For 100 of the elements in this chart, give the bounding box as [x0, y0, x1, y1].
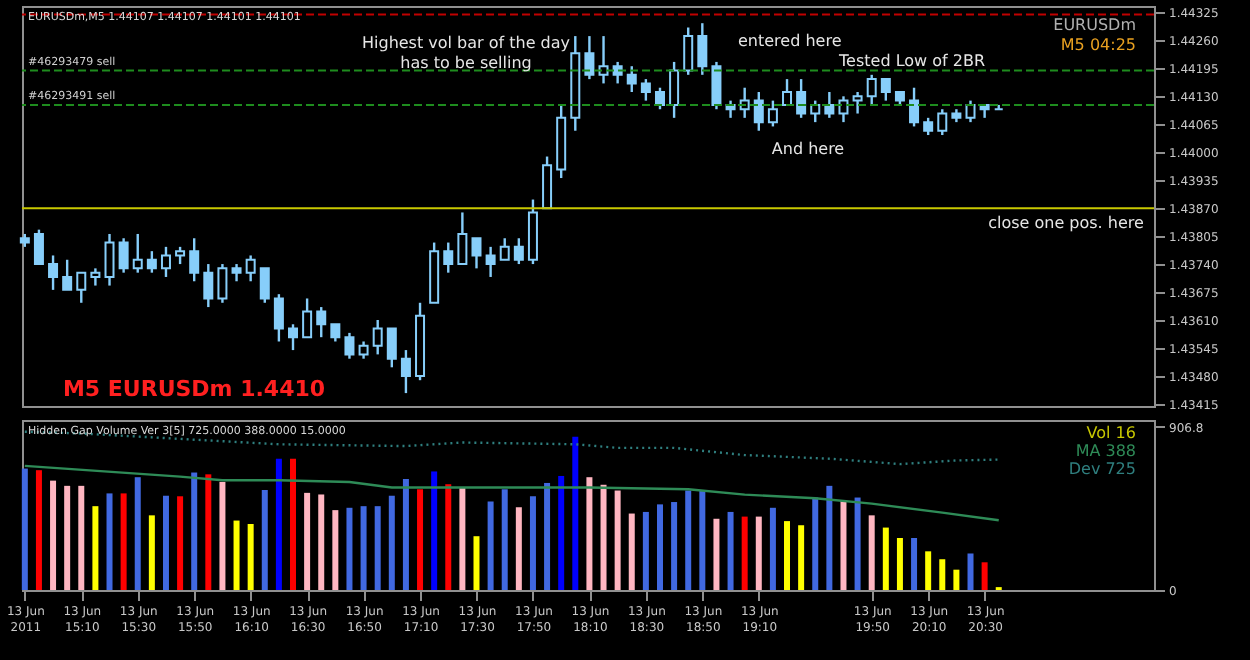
candlestick: [542, 155, 553, 210]
bar: [162, 495, 169, 590]
bar: [812, 497, 819, 590]
candlestick: [796, 77, 807, 120]
bar: [459, 487, 466, 590]
candlestick: [937, 108, 948, 137]
bar: [346, 507, 353, 590]
candlestick: [838, 95, 849, 124]
annotation: MA 388: [1075, 442, 1136, 460]
bar: [515, 507, 522, 590]
bar: [671, 502, 678, 590]
bar: [911, 538, 918, 590]
candlestick: [160, 245, 171, 279]
annotation: M5 04:25: [1060, 36, 1136, 54]
bar: [219, 481, 226, 590]
bar: [50, 480, 57, 590]
candlestick: [626, 65, 637, 94]
annotation: M5 EURUSDm 1.4410: [62, 376, 326, 402]
bar: [741, 516, 748, 590]
candlestick: [132, 232, 143, 274]
candlestick: [612, 60, 623, 85]
candlestick: [640, 77, 651, 102]
candlestick: [344, 331, 355, 360]
bar: [417, 489, 424, 590]
bar: [755, 516, 762, 590]
candlestick: [245, 254, 256, 283]
annotation: And here: [771, 140, 845, 158]
candlestick: [683, 26, 694, 77]
annotation: Tested Low of 2BR: [837, 52, 986, 70]
annotation: entered here: [738, 32, 842, 50]
candlestick: [400, 348, 411, 395]
candlestick: [386, 327, 397, 369]
candlestick: [584, 34, 595, 81]
candlestick: [62, 258, 73, 292]
bar: [134, 477, 141, 590]
bar: [431, 471, 438, 590]
annotation: close one pos. here: [988, 214, 1144, 232]
bar: [882, 527, 889, 590]
candlestick: [471, 237, 482, 270]
bar: [656, 504, 663, 590]
candlestick: [824, 90, 835, 120]
bar: [854, 497, 861, 590]
bar: [642, 511, 649, 590]
candlestick: [782, 77, 793, 107]
bar: [769, 507, 776, 590]
bar: [374, 506, 381, 590]
bar: [487, 501, 494, 590]
candlestick: [669, 60, 680, 120]
bar: [205, 474, 212, 590]
bar: [64, 485, 71, 590]
candlestick: [654, 86, 665, 111]
bar: [826, 485, 833, 590]
bar: [953, 569, 960, 590]
bar: [925, 551, 932, 590]
candlestick: [372, 318, 383, 356]
candlestick: [499, 237, 510, 261]
candlestick: [288, 323, 298, 352]
bar: [529, 496, 536, 590]
candlestick: [118, 237, 129, 274]
candlestick: [880, 77, 891, 102]
bar: [233, 520, 240, 590]
candlestick: [711, 60, 722, 111]
bar: [628, 513, 635, 590]
candlestick: [598, 34, 609, 85]
bar: [106, 493, 113, 590]
bar: [35, 470, 42, 590]
bar: [388, 495, 395, 590]
candlestick: [909, 86, 920, 128]
annotation: EURUSDm: [1053, 16, 1137, 34]
candlestick: [273, 292, 284, 343]
bar: [967, 553, 974, 590]
candlestick: [753, 90, 764, 132]
bar: [586, 477, 593, 590]
annotation: Dev 725: [1068, 460, 1136, 478]
bar: [304, 492, 311, 590]
bar: [21, 468, 28, 590]
bar: [614, 490, 621, 590]
line-series: [23, 464, 1000, 522]
bar: [360, 506, 367, 590]
bar: [120, 493, 127, 590]
bar: [840, 500, 847, 590]
candlestick: [810, 99, 821, 124]
candlestick: [485, 245, 496, 279]
bar: [332, 510, 339, 590]
candlestick: [217, 262, 228, 304]
candlestick: [965, 99, 976, 124]
annotation: Highest vol bar of the day has to be selling: [361, 34, 571, 72]
bar: [981, 562, 988, 590]
bar: [318, 494, 325, 590]
bar: [713, 518, 720, 590]
bar: [92, 506, 99, 590]
bar: [784, 521, 791, 590]
candlestick: [203, 262, 214, 309]
candlestick: [697, 22, 708, 77]
bar: [558, 475, 565, 590]
candlestick: [302, 297, 313, 339]
candlestick: [316, 305, 327, 339]
bar: [572, 436, 579, 590]
candlestick: [443, 241, 454, 274]
bar: [798, 525, 805, 590]
